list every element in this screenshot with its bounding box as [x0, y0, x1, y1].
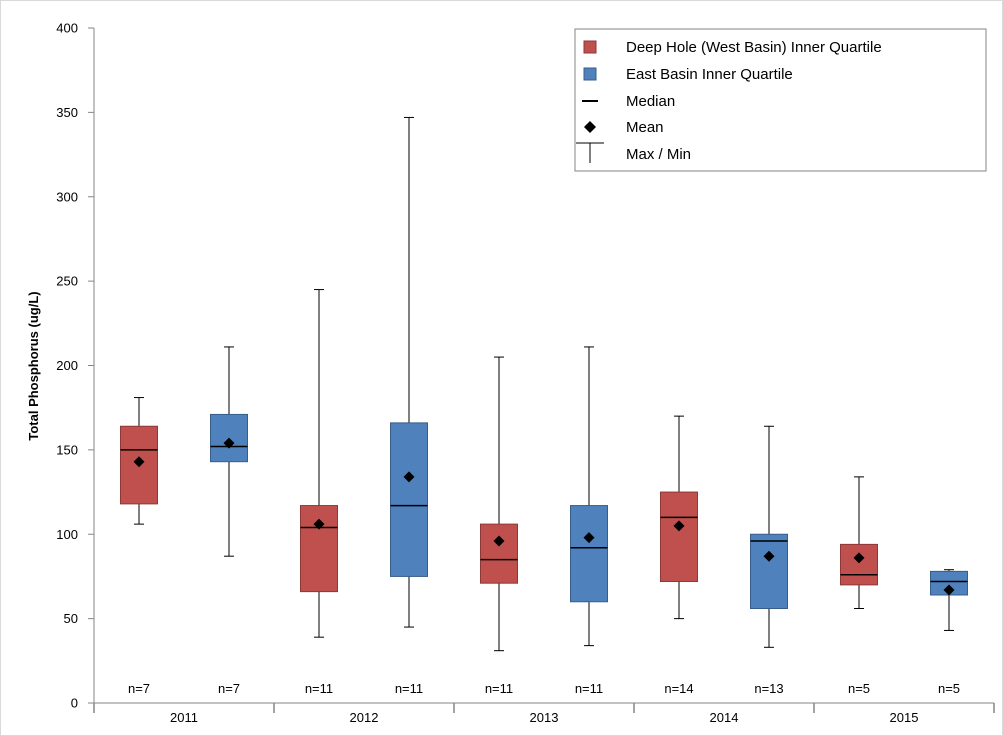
legend-box: [574, 28, 987, 172]
box-2014-east: n=13: [750, 425, 788, 696]
inner-quartile-box: [300, 505, 338, 593]
box-2012-west: n=11: [300, 289, 338, 696]
inner-quartile-box: [660, 491, 698, 582]
legend-label: Max / Min: [626, 146, 691, 163]
sample-size-label: n=11: [485, 681, 513, 696]
legend-item-diamond: Mean: [584, 119, 664, 136]
inner-quartile-box: [750, 533, 788, 609]
box-2015-west: n=5: [840, 476, 878, 696]
x-group-label: 2012: [350, 710, 379, 725]
mean-marker: [313, 518, 325, 530]
y-tick-label: 200: [56, 358, 78, 373]
y-tick-label: 300: [56, 189, 78, 204]
sample-size-label: n=14: [664, 681, 693, 696]
mean-marker: [493, 535, 505, 547]
y-tick-label: 100: [56, 527, 78, 542]
mean-marker: [673, 520, 685, 532]
legend-label: Mean: [626, 119, 664, 136]
mean-marker: [223, 437, 235, 449]
box-series: n=7 n=7 n=11 n=11 n=11 n=11 n=14 n=13 n=5 n=5: [120, 116, 968, 696]
box-2013-west: n=11: [480, 356, 518, 696]
box-2011-west: n=7: [120, 397, 158, 696]
sample-size-label: n=7: [128, 681, 150, 696]
x-group-label: 2014: [710, 710, 739, 725]
legend-item-whisker-cap: Max / Min: [576, 142, 691, 163]
y-tick-label: 350: [56, 105, 78, 120]
y-tick-label: 400: [56, 21, 78, 36]
mean-marker: [403, 471, 415, 483]
mean-marker: [583, 532, 595, 544]
box-2013-east: n=11: [570, 346, 608, 696]
legend: Deep Hole (West Basin) Inner Quartile Eas…: [574, 28, 987, 172]
sample-size-label: n=5: [848, 681, 870, 696]
mean-marker: [763, 550, 775, 562]
box-2012-east: n=11: [390, 116, 428, 696]
y-tick-label: 150: [56, 442, 78, 457]
x-group-label: 2015: [890, 710, 919, 725]
sample-size-label: n=11: [395, 681, 423, 696]
legend-blue-swatch: [583, 67, 597, 81]
mean-marker: [943, 584, 955, 596]
sample-size-label: n=5: [938, 681, 960, 696]
x-group-label: 2013: [530, 710, 559, 725]
legend-item-dash: Median: [582, 93, 675, 110]
inner-quartile-box: [480, 523, 518, 584]
y-axis-title: Total Phosphorus (ug/L): [26, 291, 41, 440]
y-tick-label: 250: [56, 274, 78, 289]
sample-size-label: n=11: [575, 681, 603, 696]
legend-item-blue-square: East Basin Inner Quartile: [583, 66, 793, 83]
y-tick-label: 50: [64, 611, 78, 626]
legend-item-red-square: Deep Hole (West Basin) Inner Quartile: [583, 39, 882, 56]
legend-mean-diamond: [584, 121, 596, 133]
box-2015-east: n=5: [930, 569, 968, 696]
mean-marker: [853, 552, 865, 564]
y-axis: 0 50 100 150 200 250 300 350 400: [56, 21, 95, 711]
legend-label: Deep Hole (West Basin) Inner Quartile: [626, 39, 882, 56]
mean-marker: [133, 456, 145, 468]
sample-size-label: n=7: [218, 681, 240, 696]
sample-size-label: n=13: [754, 681, 783, 696]
box-2014-west: n=14: [660, 415, 698, 696]
legend-label: Median: [626, 93, 675, 110]
legend-label: East Basin Inner Quartile: [626, 66, 793, 83]
sample-size-label: n=11: [305, 681, 333, 696]
inner-quartile-box: [390, 422, 428, 577]
legend-red-swatch: [583, 40, 597, 54]
y-tick-label: 0: [71, 696, 78, 711]
box-2011-east: n=7: [210, 346, 248, 696]
x-group-label: 2011: [170, 710, 198, 725]
x-axis: 2011 2012 2013 2014 2015: [93, 702, 995, 725]
inner-quartile-box: [570, 505, 608, 603]
inner-quartile-box: [840, 543, 878, 586]
